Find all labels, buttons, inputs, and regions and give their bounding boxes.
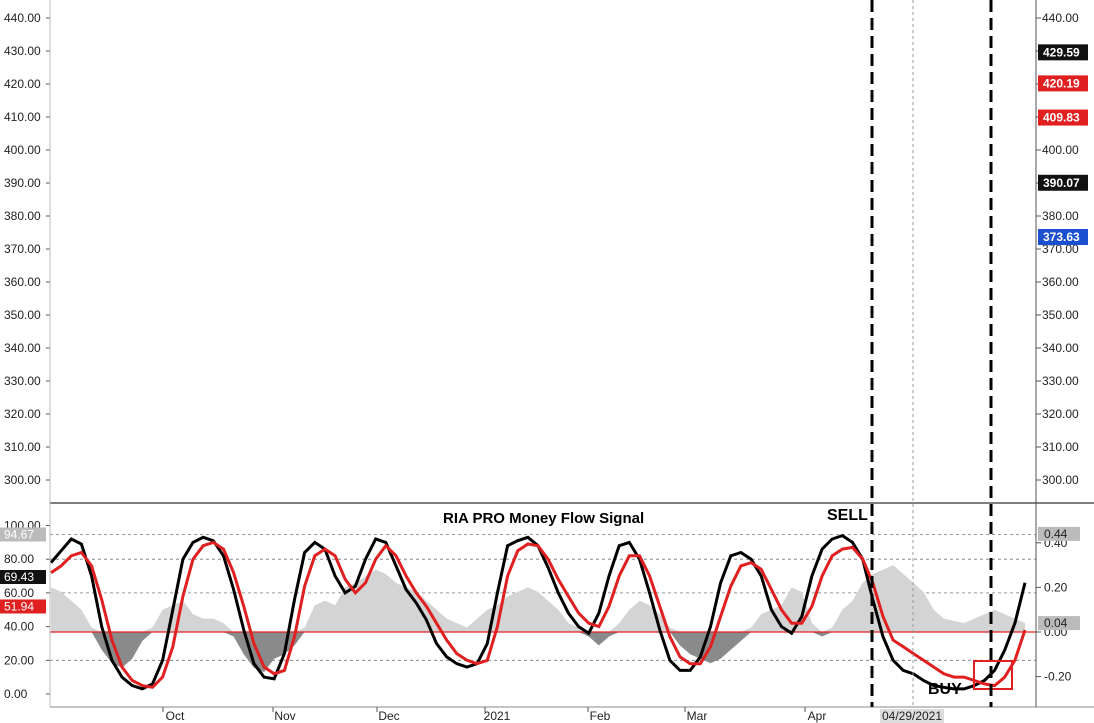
sell-label: SELL: [827, 507, 868, 524]
left-tag-label: 94.67: [4, 527, 34, 541]
cursor-date-label: 04/29/2021: [882, 709, 942, 723]
y-tick-label-left: 380.00: [4, 209, 41, 223]
y-tick-label-left: 310.00: [4, 440, 41, 454]
y-tick-label-right: 440.00: [1042, 11, 1079, 25]
price-panel-bg: [50, 0, 1036, 503]
lower-title: RIA PRO Money Flow Signal: [443, 510, 644, 527]
y-tick-label-left: 370.00: [4, 242, 41, 256]
y-tick-label-left: 350.00: [4, 308, 41, 322]
right-tag-label: 0.04: [1044, 616, 1068, 630]
y-tick-label-right: 330.00: [1042, 374, 1079, 388]
buy-label: BUY: [928, 681, 962, 698]
y-tick-label-left: 430.00: [4, 44, 41, 58]
y-tick-label-right: 320.00: [1042, 407, 1079, 421]
y-tick-label-left: 340.00: [4, 341, 41, 355]
price-tag-label: 390.07: [1043, 176, 1080, 190]
y-tick-label-right: 400.00: [1042, 143, 1079, 157]
y-tick-label-left: 300.00: [4, 473, 41, 487]
left-tag-label: 51.94: [4, 599, 34, 613]
lower-tick-label-left: 80.00: [4, 552, 34, 566]
lower-tick-label-left: 40.00: [4, 620, 34, 634]
x-tick-label: Feb: [590, 709, 611, 723]
y-tick-label-right: 380.00: [1042, 209, 1079, 223]
lower-tick-label-left: 20.00: [4, 653, 34, 667]
y-tick-label-left: 390.00: [4, 176, 41, 190]
lower-tick-label-left: 0.00: [4, 687, 28, 701]
lower-tick-label-left: 60.00: [4, 586, 34, 600]
x-tick-label: Dec: [378, 709, 399, 723]
y-tick-label-left: 440.00: [4, 11, 41, 25]
lower-tick-label-right: -0.20: [1044, 670, 1072, 684]
y-tick-label-right: 300.00: [1042, 473, 1079, 487]
x-tick-label: Nov: [274, 709, 295, 723]
x-tick-label: Mar: [687, 709, 708, 723]
y-tick-label-right: 340.00: [1042, 341, 1079, 355]
y-tick-label-left: 360.00: [4, 275, 41, 289]
y-tick-label-left: 330.00: [4, 374, 41, 388]
price-tag-label: 429.59: [1043, 45, 1080, 59]
y-tick-label-left: 420.00: [4, 77, 41, 91]
x-tick-label: Apr: [808, 709, 827, 723]
money-flow-panel: 0.0020.0040.0060.0080.00100.00-0.200.000…: [0, 505, 1080, 707]
y-tick-label-left: 400.00: [4, 143, 41, 157]
lower-tick-label-right: 0.20: [1044, 580, 1068, 594]
x-tick-label: 2021: [484, 709, 511, 723]
x-tick-label: Oct: [166, 709, 185, 723]
y-tick-label-right: 350.00: [1042, 308, 1079, 322]
price-tag-label: 409.83: [1043, 111, 1080, 125]
y-tick-label-left: 320.00: [4, 407, 41, 421]
left-tag-label: 69.43: [4, 570, 34, 584]
price-tag-label: 420.19: [1043, 76, 1080, 90]
right-tag-label: 0.44: [1044, 527, 1068, 541]
y-tick-label-right: 360.00: [1042, 275, 1079, 289]
y-tick-label-left: 410.00: [4, 110, 41, 124]
price-tag-label: 373.63: [1043, 230, 1080, 244]
y-tick-label-right: 310.00: [1042, 440, 1079, 454]
